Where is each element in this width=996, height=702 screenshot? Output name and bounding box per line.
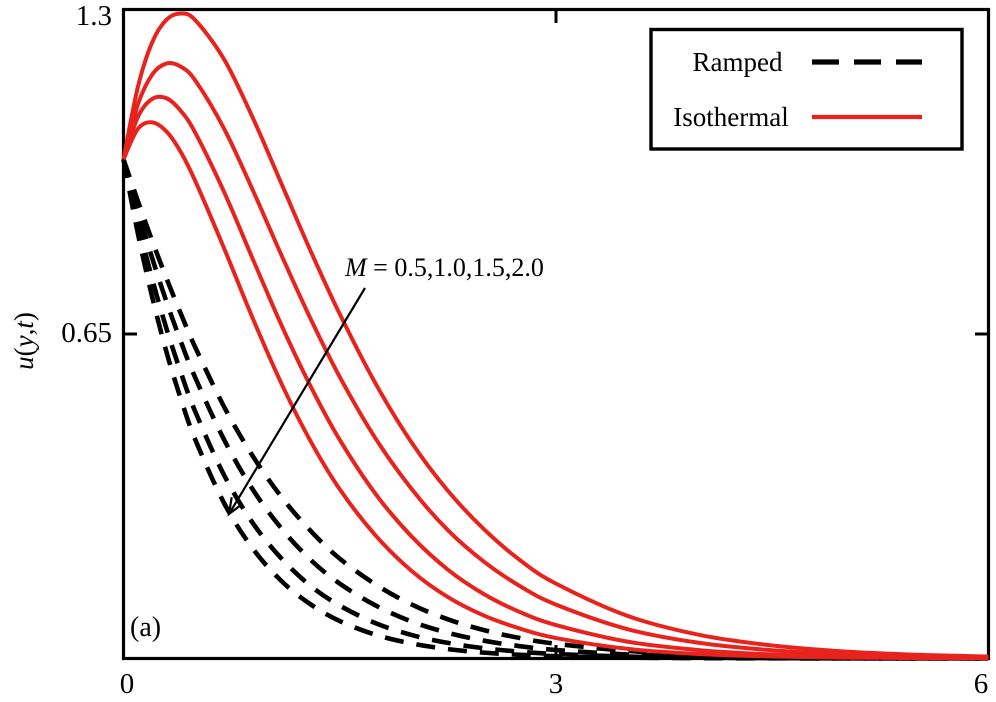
y-axis-title: u(y,t) bbox=[9, 280, 39, 402]
curve-isothermal-m2 bbox=[121, 120, 989, 661]
x-tick-label-0: 0 bbox=[119, 668, 135, 700]
curves-group bbox=[121, 11, 989, 661]
m-annotation-symbol: M bbox=[345, 253, 367, 282]
legend-label-ramped: Ramped bbox=[692, 47, 783, 77]
legend-label-isothermal: Isothermal bbox=[673, 102, 789, 132]
panel-label: (a) bbox=[130, 612, 162, 643]
y-tick-label-top: 1.3 bbox=[75, 0, 112, 32]
y-tick-label-mid: 0.65 bbox=[61, 317, 112, 349]
y-title-paren-close: ) bbox=[9, 312, 39, 322]
curve-isothermal-m1 bbox=[121, 61, 989, 660]
curve-ramped-m2 bbox=[121, 158, 989, 661]
curve-ramped-m15 bbox=[121, 158, 989, 661]
x-tick-label-6: 6 bbox=[973, 668, 989, 700]
y-title-comma: , bbox=[9, 328, 39, 336]
y-title-y: y bbox=[9, 335, 39, 348]
x-tick-label-3: 3 bbox=[548, 668, 564, 700]
m-annotation: M = 0.5,1.0,1.5,2.0 bbox=[345, 252, 544, 284]
m-annotation-values: = 0.5,1.0,1.5,2.0 bbox=[366, 253, 544, 282]
y-title-u: u bbox=[9, 356, 39, 370]
y-title-t: t bbox=[9, 321, 39, 329]
annotation-arrow bbox=[227, 287, 366, 517]
y-title-paren-open: ( bbox=[9, 347, 39, 357]
legend-box bbox=[649, 27, 964, 151]
curve-isothermal-m05 bbox=[121, 11, 989, 659]
curve-isothermal-m15 bbox=[121, 94, 989, 661]
